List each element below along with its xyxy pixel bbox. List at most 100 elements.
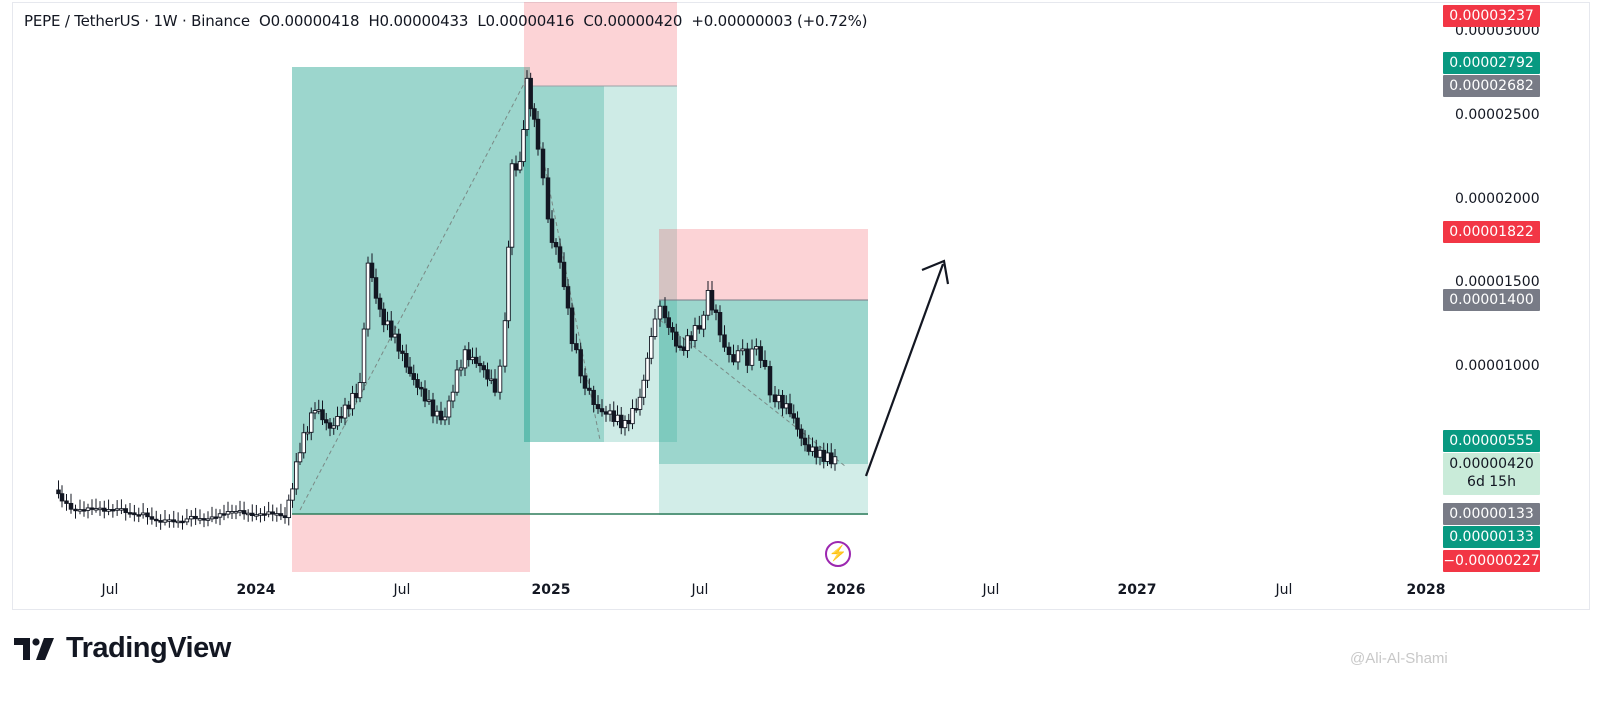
candle-body bbox=[799, 428, 804, 439]
candle-body bbox=[102, 507, 107, 512]
candle-body bbox=[450, 391, 456, 402]
candle-body bbox=[776, 394, 782, 403]
candle-body bbox=[327, 422, 333, 429]
candle-body bbox=[524, 77, 530, 130]
candle-body bbox=[677, 345, 683, 349]
candle-body bbox=[731, 354, 736, 363]
bar-countdown: 6d 15h bbox=[1467, 474, 1516, 490]
lightning-bolt-icon[interactable]: ⚡ bbox=[825, 541, 851, 567]
candle-body bbox=[649, 336, 654, 359]
candle-body bbox=[787, 403, 793, 415]
candle-body bbox=[153, 518, 159, 522]
candle-body bbox=[114, 508, 120, 511]
candle-body bbox=[565, 286, 571, 309]
author-watermark: @Ali-Al-Shami bbox=[1350, 650, 1448, 667]
time-axis-label: Jul bbox=[1275, 582, 1293, 598]
candle-body bbox=[709, 290, 715, 311]
tradingview-mark-icon bbox=[14, 637, 54, 660]
time-axis-label: 2025 bbox=[531, 582, 571, 598]
candle-body bbox=[324, 419, 329, 424]
candle-body bbox=[339, 416, 344, 419]
candle-body bbox=[389, 320, 394, 338]
candle-body bbox=[637, 396, 643, 410]
candle-body bbox=[745, 348, 750, 366]
candle-body bbox=[470, 356, 475, 361]
chart-pane[interactable] bbox=[12, 2, 1590, 610]
candle-body bbox=[561, 261, 567, 288]
candle-body bbox=[477, 362, 483, 367]
candle-body bbox=[485, 369, 490, 380]
candle-body bbox=[262, 513, 267, 516]
candle-body bbox=[282, 515, 288, 519]
candle-body bbox=[615, 414, 620, 422]
candle-body bbox=[780, 394, 785, 409]
candle-body bbox=[611, 410, 617, 422]
price-tag: 0.00002792 bbox=[1443, 52, 1540, 74]
candle-body bbox=[127, 512, 133, 515]
candle-body bbox=[545, 177, 551, 220]
candle-body bbox=[549, 218, 555, 243]
candle-body bbox=[201, 518, 207, 521]
candle-body bbox=[438, 410, 444, 421]
candle-body bbox=[331, 425, 337, 429]
candle-body bbox=[415, 379, 420, 388]
candle-body bbox=[832, 456, 838, 465]
candle-body bbox=[553, 242, 559, 248]
candle-body bbox=[140, 512, 146, 516]
candle-body bbox=[578, 349, 583, 377]
time-axis-label: 2026 bbox=[826, 582, 866, 598]
candle-body bbox=[106, 509, 111, 512]
candle-body bbox=[619, 414, 624, 429]
candle-body bbox=[603, 411, 609, 415]
candle-body bbox=[758, 346, 763, 361]
candle-body bbox=[722, 334, 727, 348]
candle-body bbox=[535, 118, 541, 150]
candle-body bbox=[290, 488, 295, 501]
candle-body bbox=[749, 348, 755, 366]
candle-body bbox=[652, 318, 658, 338]
long-position-2-profit-zone bbox=[659, 300, 868, 464]
candle-body bbox=[622, 419, 628, 429]
candle-body bbox=[217, 513, 223, 518]
candle-body bbox=[685, 335, 690, 351]
candle-body bbox=[521, 129, 526, 163]
candle-body bbox=[528, 77, 533, 110]
candle-body bbox=[772, 394, 778, 403]
price-tag: 0.00000555 bbox=[1443, 430, 1540, 452]
candle-body bbox=[369, 262, 375, 279]
candle-body bbox=[587, 387, 592, 391]
candle-body bbox=[309, 412, 314, 433]
candle-body bbox=[89, 507, 95, 510]
brand-name: TradingView bbox=[66, 632, 231, 664]
candle-body bbox=[784, 403, 789, 409]
candle-body bbox=[662, 305, 668, 319]
candle-body bbox=[430, 399, 436, 417]
candle-body bbox=[657, 305, 663, 320]
price-tag: −0.00000227 bbox=[1443, 550, 1540, 572]
ohlc-high: H0.00000433 bbox=[368, 12, 469, 30]
candle-body bbox=[802, 437, 808, 446]
candle-body bbox=[817, 449, 823, 458]
candle-body bbox=[381, 308, 387, 326]
time-axis-label: 2028 bbox=[1406, 582, 1446, 598]
candle-body bbox=[705, 290, 711, 316]
time-axis-label: Jul bbox=[691, 582, 709, 598]
candle-body bbox=[258, 513, 263, 516]
candle-body bbox=[167, 519, 172, 522]
candle-body bbox=[434, 410, 440, 417]
candle-body bbox=[630, 408, 635, 425]
candle-body bbox=[767, 366, 773, 396]
candle-body bbox=[717, 312, 723, 336]
price-axis-label: 0.00001000 bbox=[1455, 358, 1540, 374]
price-axis-label: 0.00002000 bbox=[1455, 191, 1540, 207]
candle-body bbox=[735, 350, 741, 363]
candle-body bbox=[791, 413, 797, 419]
candle-body bbox=[446, 400, 452, 418]
symbol-title[interactable]: PEPE / TetherUS · 1W · Binance bbox=[24, 12, 250, 30]
candle-body bbox=[762, 359, 768, 367]
candle-body bbox=[626, 419, 632, 425]
candle-body bbox=[557, 246, 563, 263]
candle-body bbox=[305, 431, 310, 435]
candle-body bbox=[136, 514, 141, 517]
